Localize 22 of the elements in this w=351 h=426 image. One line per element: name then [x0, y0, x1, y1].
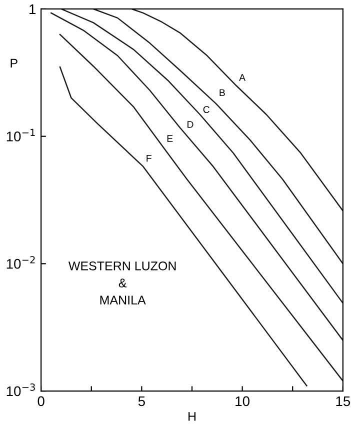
x-tick-label: 0	[38, 396, 44, 406]
line-series	[131, 8, 343, 212]
annotation: B	[220, 89, 225, 96]
annotation: C	[203, 106, 210, 114]
line-series	[59, 66, 308, 386]
line-series	[59, 34, 343, 382]
y-tick-label: 1	[30, 4, 36, 14]
y-tick-label: 10$^{−2}$	[6, 256, 35, 269]
y-tick-label: 10$^{−1}$	[6, 128, 35, 142]
line-series	[60, 8, 343, 304]
annotation: A	[239, 74, 246, 81]
x-tick-label: 10	[236, 396, 250, 406]
annotation: E	[167, 135, 173, 142]
x-axis-title: H	[188, 412, 196, 421]
annotation: D	[188, 121, 194, 128]
annotation: WESTERN LUZON & MANILA	[68, 261, 176, 304]
annotation: F	[146, 154, 152, 162]
x-tick-label: 15	[336, 396, 350, 406]
x-tick-label: 5	[138, 396, 145, 406]
y-tick-label: 10$^{−3}$	[6, 383, 35, 396]
line-series	[50, 12, 343, 342]
y-axis-title: P	[10, 58, 18, 68]
